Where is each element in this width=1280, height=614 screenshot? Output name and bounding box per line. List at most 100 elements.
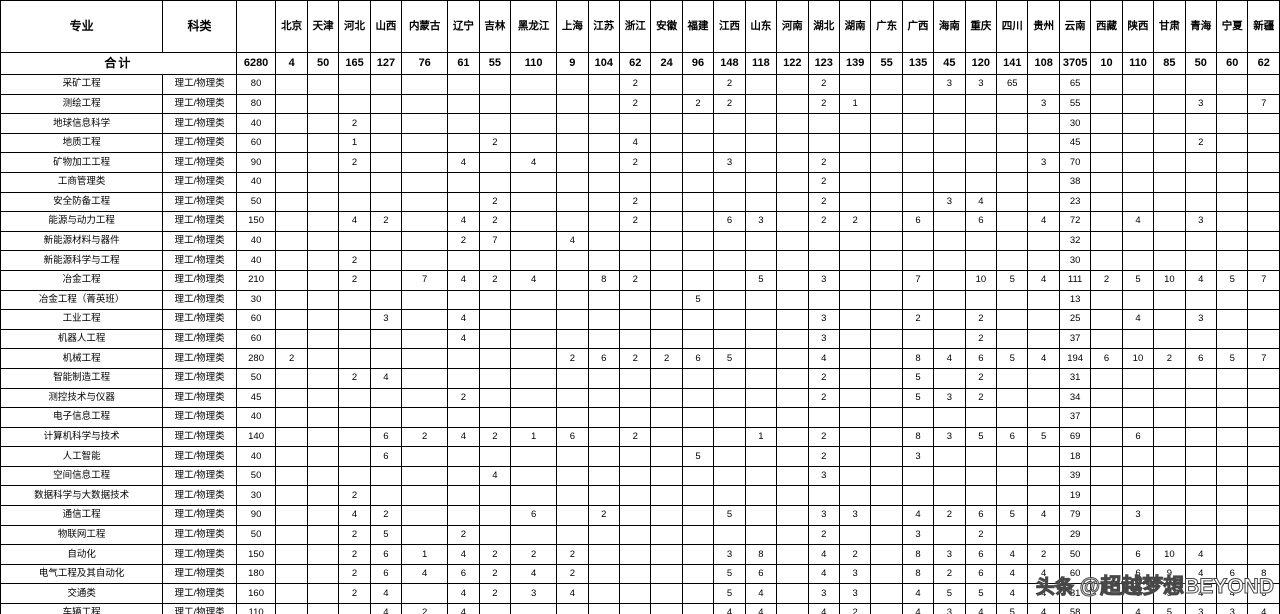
cell-province-4	[401, 191, 449, 213]
cell-province-17	[838, 171, 872, 193]
cell-province-11	[650, 211, 683, 232]
cell-province-2: 2	[338, 583, 371, 605]
cell-province-11	[650, 289, 683, 311]
cell-province-0	[275, 191, 308, 213]
cell-province-9	[587, 367, 621, 389]
header-province-6: 吉林	[478, 0, 512, 53]
table-row: 工业工程 理工/物理类 60 3 4 3 2 2 25 4 3	[0, 309, 1280, 330]
cell-province-2	[338, 387, 371, 409]
cell-province-20	[933, 524, 966, 546]
cell-province-2	[338, 171, 371, 193]
cell-province-16: 2	[807, 426, 840, 448]
cell-province-19	[901, 191, 935, 213]
cell-province-3	[369, 113, 403, 134]
cell-province-20	[933, 152, 966, 173]
cell-province-20	[933, 309, 966, 330]
cell-province-18	[870, 348, 903, 369]
cell-province-13	[713, 485, 746, 507]
cell-province-16: 2	[807, 191, 840, 213]
cell-province-18	[870, 211, 903, 232]
cell-province-23: 3	[1027, 93, 1060, 115]
total-row-cell-24: 3705	[1058, 52, 1092, 75]
cell-province-27	[1153, 485, 1186, 507]
cell-province-24: 19	[1058, 485, 1092, 507]
cell-province-12	[681, 603, 715, 614]
cell-province-24: 45	[1058, 132, 1092, 154]
cell-province-12	[681, 74, 715, 95]
cell-total: 40	[235, 113, 277, 134]
cell-province-21: 6	[964, 544, 998, 565]
cell-province-4	[401, 505, 449, 526]
cell-province-10	[618, 446, 652, 467]
cell-province-3: 5	[369, 524, 403, 546]
cell-province-26: 3	[1121, 505, 1155, 526]
cell-province-8: 6	[556, 426, 589, 448]
cell-province-10: 2	[618, 426, 652, 448]
cell-province-17	[838, 250, 872, 271]
cell-province-9	[587, 446, 621, 467]
cell-category: 理工/物理类	[162, 211, 237, 232]
cell-province-18	[870, 171, 903, 193]
cell-province-10	[618, 230, 652, 252]
cell-province-21	[964, 230, 998, 252]
cell-province-26	[1121, 407, 1155, 428]
total-row: 合计 6280 4 50 165 127 76 61 55 110 9 104 62 24 96 148 118…	[0, 52, 1280, 75]
cell-province-19	[901, 152, 935, 173]
cell-province-23	[1027, 309, 1060, 330]
cell-province-1	[306, 524, 340, 546]
cell-province-20: 2	[933, 563, 966, 585]
cell-province-26	[1121, 485, 1155, 507]
cell-province-21	[964, 289, 998, 311]
cell-total: 50	[235, 524, 277, 546]
cell-province-10	[618, 563, 652, 585]
cell-province-2: 2	[338, 544, 371, 565]
cell-province-24: 194	[1058, 348, 1092, 369]
cell-province-2: 2	[338, 485, 371, 507]
cell-province-6	[478, 485, 512, 507]
cell-province-16: 3	[807, 309, 840, 330]
cell-category: 理工/物理类	[162, 387, 237, 409]
cell-province-18	[870, 309, 903, 330]
cell-province-18	[870, 563, 903, 585]
cell-province-14	[744, 524, 778, 546]
cell-province-29	[1216, 505, 1249, 526]
cell-province-5: 4	[447, 269, 480, 291]
total-row-cell-19: 135	[901, 52, 935, 75]
cell-province-22	[996, 93, 1029, 115]
cell-province-6: 2	[478, 269, 512, 291]
table-row: 计算机科学与技术 理工/物理类 140 6 2 4 2 1 6 2 1 2 8 3 5 6 5 69 6	[0, 426, 1280, 448]
cell-province-12	[681, 309, 715, 330]
cell-province-12: 6	[681, 348, 715, 369]
header-province-16: 湖北	[807, 0, 840, 53]
cell-province-7	[510, 603, 558, 614]
cell-province-10	[618, 603, 652, 614]
cell-province-5	[447, 113, 480, 134]
cell-province-18	[870, 505, 903, 526]
cell-province-2: 2	[338, 563, 371, 585]
cell-province-10	[618, 485, 652, 507]
cell-province-1	[306, 171, 340, 193]
cell-province-9	[587, 524, 621, 546]
header-province-0: 北京	[275, 0, 308, 53]
cell-province-9	[587, 289, 621, 311]
cell-province-29	[1216, 367, 1249, 389]
cell-province-14	[744, 328, 778, 350]
cell-province-19	[901, 132, 935, 154]
cell-province-4	[401, 289, 449, 311]
cell-province-15	[776, 465, 809, 487]
cell-province-30: 7	[1247, 93, 1280, 115]
cell-province-23: 5	[1027, 426, 1060, 448]
cell-province-20	[933, 446, 966, 467]
table-row: 电气工程及其自动化 理工/物理类 180 2 6 4 6 2 4 2 5 6 4 3 8 2 6 4 4 60 6 9 4 6…	[0, 563, 1280, 585]
cell-category: 理工/物理类	[162, 309, 237, 330]
cell-province-30	[1247, 485, 1280, 507]
cell-province-1	[306, 250, 340, 271]
cell-province-6	[478, 446, 512, 467]
cell-province-27	[1153, 191, 1186, 213]
cell-province-23: 4	[1027, 211, 1060, 232]
cell-major: 电气工程及其自动化	[0, 563, 164, 585]
cell-province-26	[1121, 250, 1155, 271]
cell-province-9	[587, 387, 621, 409]
table-row: 新能源材料与器件 理工/物理类 40 2 7 4 32	[0, 230, 1280, 252]
cell-province-15	[776, 524, 809, 546]
